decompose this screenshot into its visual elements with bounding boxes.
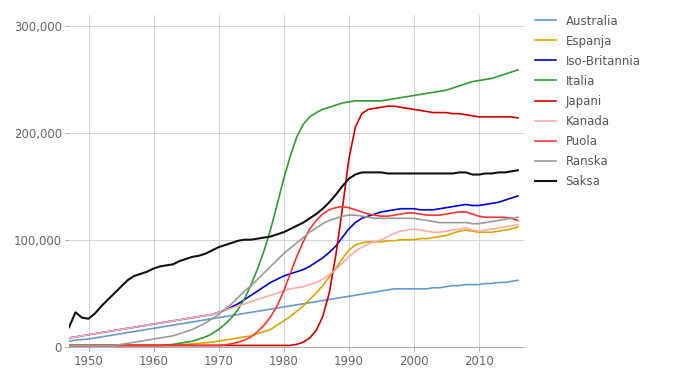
Saksa [448, 171, 457, 176]
Ranska [448, 220, 457, 225]
Puola [448, 211, 457, 215]
Kanada [201, 313, 210, 318]
Iso-Britannia [169, 318, 177, 323]
Ranska [65, 343, 73, 348]
Saksa [182, 257, 190, 261]
Kanada [514, 223, 522, 227]
Ranska [455, 220, 464, 225]
Iso-Britannia [201, 313, 210, 318]
Line: Espanja: Espanja [69, 227, 518, 345]
Line: Puola: Puola [69, 207, 518, 345]
Espanja [169, 343, 177, 348]
Puola [124, 343, 132, 348]
Puola [455, 209, 464, 214]
Italia [312, 110, 320, 115]
Saksa [514, 168, 522, 172]
Australia [442, 285, 451, 289]
Australia [514, 278, 522, 283]
Puola [201, 343, 210, 348]
Italia [442, 88, 451, 92]
Iso-Britannia [448, 204, 457, 209]
Australia [182, 321, 190, 325]
Ranska [312, 226, 320, 230]
Puola [514, 218, 522, 223]
Iso-Britannia [182, 316, 190, 321]
Line: Kanada: Kanada [69, 225, 518, 338]
Australia [201, 318, 210, 322]
Legend: Australia, Espanja, Iso-Britannia, Italia, Japani, Kanada, Puola, Ranska, Saksa: Australia, Espanja, Iso-Britannia, Itali… [535, 15, 640, 188]
Saksa [201, 251, 210, 256]
Line: Australia: Australia [69, 280, 518, 341]
Italia [65, 343, 73, 348]
Italia [514, 67, 522, 72]
Japani [448, 111, 457, 116]
Line: Japani: Japani [69, 106, 518, 345]
Iso-Britannia [514, 194, 522, 198]
Espanja [448, 231, 457, 236]
Ranska [201, 321, 210, 325]
Espanja [514, 224, 522, 229]
Iso-Britannia [442, 205, 451, 210]
Australia [169, 323, 177, 328]
Espanja [182, 342, 190, 346]
Line: Saksa: Saksa [69, 170, 518, 327]
Puola [338, 204, 346, 209]
Japani [169, 343, 177, 348]
Ranska [169, 333, 177, 338]
Ranska [124, 341, 132, 346]
Line: Iso-Britannia: Iso-Britannia [69, 196, 518, 338]
Australia [65, 339, 73, 343]
Iso-Britannia [312, 260, 320, 264]
Kanada [182, 316, 190, 321]
Australia [448, 283, 457, 288]
Japani [124, 343, 132, 348]
Saksa [312, 212, 320, 216]
Espanja [442, 233, 451, 238]
Italia [182, 340, 190, 345]
Kanada [169, 318, 177, 323]
Japani [455, 111, 464, 116]
Puola [312, 218, 320, 223]
Espanja [312, 291, 320, 295]
Puola [169, 343, 177, 348]
Kanada [448, 228, 457, 233]
Kanada [442, 229, 451, 233]
Italia [169, 342, 177, 346]
Italia [201, 335, 210, 339]
Japani [312, 328, 320, 333]
Line: Italia: Italia [69, 70, 518, 345]
Japani [514, 116, 522, 120]
Saksa [442, 171, 451, 176]
Line: Ranska: Ranska [69, 215, 518, 345]
Japani [65, 343, 73, 348]
Puola [65, 343, 73, 348]
Espanja [65, 343, 73, 348]
Ranska [344, 213, 353, 218]
Saksa [169, 262, 177, 266]
Japani [201, 343, 210, 348]
Ranska [514, 215, 522, 219]
Kanada [65, 336, 73, 340]
Espanja [201, 340, 210, 345]
Australia [312, 299, 320, 304]
Iso-Britannia [65, 336, 73, 340]
Japani [384, 104, 392, 109]
Italia [448, 86, 457, 90]
Saksa [65, 325, 73, 330]
Kanada [312, 280, 320, 285]
